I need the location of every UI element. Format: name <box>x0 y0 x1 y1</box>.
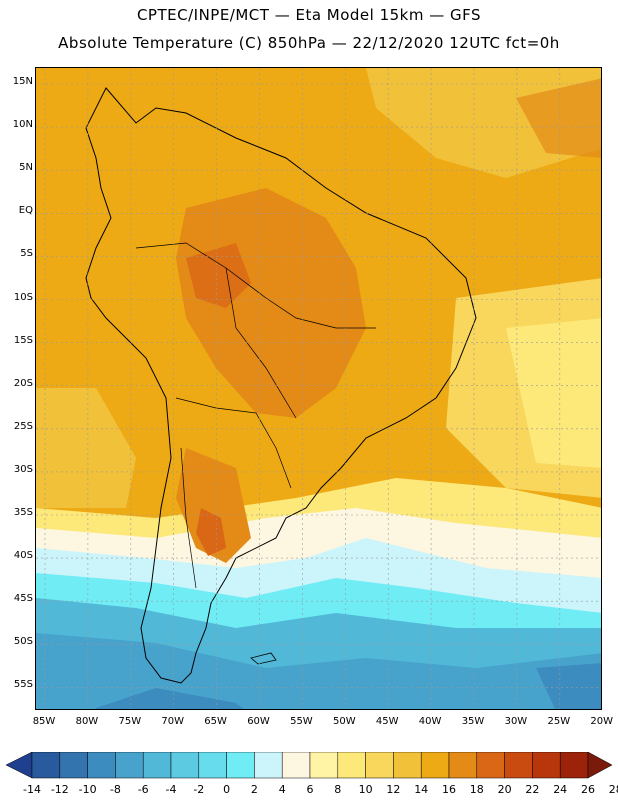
title-line-2: Absolute Temperature (C) 850hPa — 22/12/… <box>58 34 560 52</box>
lon-label: 20W <box>590 716 613 727</box>
lat-label: 55S <box>13 679 33 691</box>
colorbar-segment <box>365 752 394 779</box>
lon-label: 45W <box>375 716 399 727</box>
lat-label: 15N <box>12 76 33 87</box>
colorbar-label: 0 <box>223 783 231 796</box>
colorbar-label: -12 <box>50 783 69 796</box>
lon-label: 30W <box>504 716 528 727</box>
colorbar-label: 20 <box>497 783 512 796</box>
lat-label: 5N <box>19 162 33 174</box>
darker-blue-zone <box>36 633 601 709</box>
colorbar-segment <box>337 752 366 779</box>
colorbar-label: 26 <box>581 783 595 796</box>
lon-label: 25W <box>547 716 571 727</box>
colorbar-segment <box>31 752 61 779</box>
colorbar-label: 18 <box>469 783 484 796</box>
temperature-map <box>36 68 601 709</box>
colorbar-segment <box>115 752 144 779</box>
colorbar-label: -2 <box>193 783 205 796</box>
colorbar-label: 12 <box>386 783 401 796</box>
lon-label: 75W <box>118 716 142 727</box>
lat-label: 5S <box>20 248 33 260</box>
colorbar-segment <box>198 752 227 779</box>
colorbar-label: 28 <box>608 783 618 796</box>
colorbar-label: -10 <box>78 783 97 796</box>
lon-label: 65W <box>204 716 227 727</box>
lat-label: EQ <box>18 205 33 217</box>
colorbar-segment <box>226 752 255 779</box>
colorbar-segment <box>504 752 533 779</box>
hotter-argentina <box>196 508 226 556</box>
lat-label: 10S <box>13 291 33 303</box>
lon-label: 60W <box>247 716 270 727</box>
colorbar-label: 2 <box>250 783 258 796</box>
colorbar-segment <box>532 752 561 779</box>
border-line-1 <box>135 242 376 329</box>
border-line-2 <box>225 267 297 419</box>
colorbar-segment <box>142 752 172 779</box>
lon-label: 70W <box>161 716 184 727</box>
lon-label: 55W <box>290 716 313 727</box>
colorbar-arrow-left <box>6 752 33 779</box>
border-line-3 <box>175 397 292 489</box>
lat-label: 40S <box>13 550 33 562</box>
colorbar-label: -4 <box>165 783 177 796</box>
border-line-4 <box>180 447 197 589</box>
colorbar-label: 6 <box>306 783 314 796</box>
light-yellow-atlantic <box>506 318 601 468</box>
lon-label: 85W <box>32 716 56 727</box>
lat-label: 50S <box>13 636 33 648</box>
colorbar-label: 22 <box>525 783 540 796</box>
lon-label: 50W <box>332 716 356 727</box>
lon-label: 80W <box>75 716 99 727</box>
continent-outline <box>85 87 477 684</box>
lat-label: 10N <box>12 119 33 131</box>
colorbar-segment <box>393 752 422 779</box>
colorbar-label: -6 <box>137 783 149 796</box>
lat-label: 25S <box>13 420 33 432</box>
colorbar-segment <box>476 752 505 779</box>
title-line-1: CPTEC/INPE/MCT — Eta Model 15km — GFS <box>136 6 482 24</box>
colorbar-segment <box>281 752 311 779</box>
colorbar-segment <box>87 752 116 779</box>
colorbar-segment <box>559 752 589 779</box>
lon-label: 40W <box>418 716 442 727</box>
colorbar-segment <box>309 752 339 779</box>
lat-label: 30S <box>13 463 33 475</box>
hot-argentina <box>176 448 251 563</box>
colorbar <box>6 752 612 779</box>
hot-band-ne <box>516 78 601 158</box>
lat-label: 15S <box>13 334 33 346</box>
colorbar-label: -14 <box>23 783 41 796</box>
pacific-warm-band <box>36 388 136 508</box>
colorbar-label: 24 <box>553 783 568 796</box>
colorbar-label: 14 <box>414 783 429 796</box>
lat-label: 20S <box>13 377 33 389</box>
hot-interior <box>176 188 366 418</box>
colorbar-label: 10 <box>358 783 373 796</box>
falklands-outline <box>250 652 277 665</box>
colorbar-label: 8 <box>334 783 342 796</box>
colorbar-segment <box>254 752 283 779</box>
colorbar-label: 16 <box>442 783 456 796</box>
colorbar-segment <box>420 752 450 779</box>
colorbar-segment <box>448 752 478 779</box>
deep-blue-zone <box>96 688 244 709</box>
deep-blue-zone-east <box>536 663 601 709</box>
colorbar-label: -8 <box>109 783 121 796</box>
colorbar-label: 4 <box>278 783 286 796</box>
lon-label: 35W <box>461 716 485 727</box>
map-panel <box>35 67 602 710</box>
lat-label: 45S <box>13 593 33 605</box>
colorbar-segment <box>170 752 200 779</box>
hot-amazon <box>186 243 251 308</box>
gridlines <box>36 68 601 709</box>
colorbar-segment <box>59 752 88 779</box>
colorbar-arrow-right <box>587 752 612 779</box>
lat-label: 35S <box>13 507 33 518</box>
